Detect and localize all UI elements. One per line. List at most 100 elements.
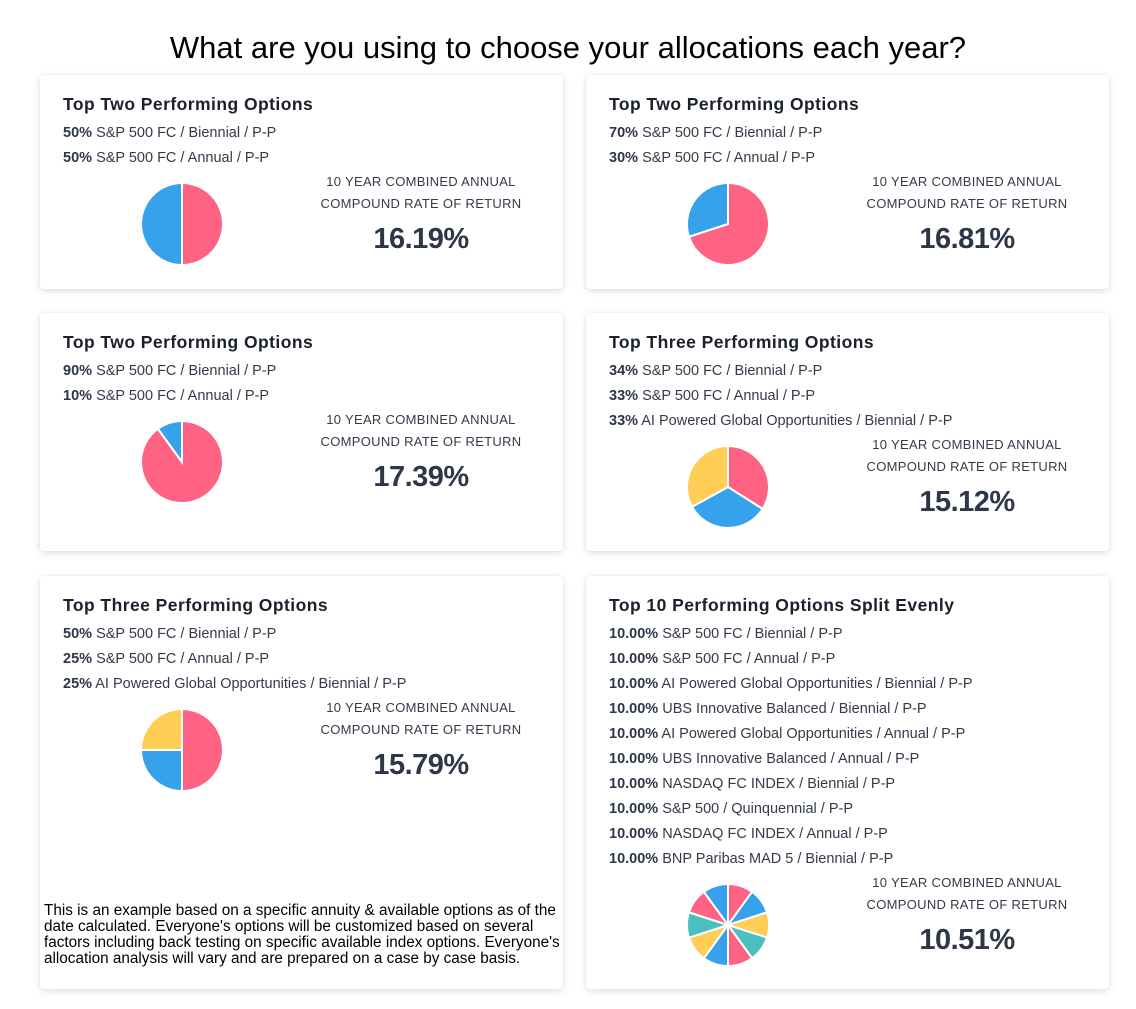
allocation-percent: 90% [63,363,93,379]
allocation-label: AI Powered Global Opportunities / Annual… [661,726,966,742]
allocation-percent: 30% [609,150,639,166]
pie-slice [686,182,729,238]
rate-label: COMPOUND RATE OF RETURN [320,722,522,737]
allocation-card: Top Two Performing Options 90% S&P 500 FC… [40,313,563,551]
allocation-percent: 50% [63,150,93,166]
allocation-percent: 10.00% [609,801,659,817]
allocation-pie-chart [140,708,224,792]
allocation-label: BNP Paribas MAD 5 / Biennial / P-P [662,851,894,867]
allocation-item: 10.00% S&P 500 / Quinquennial / P-P [609,797,1109,822]
allocation-item: 33% S&P 500 FC / Annual / P-P [609,384,1109,409]
allocation-label: S&P 500 FC / Biennial / P-P [642,363,823,379]
pie-slice [140,182,183,266]
allocation-item: 50% S&P 500 FC / Biennial / P-P [63,622,563,647]
allocation-label: S&P 500 FC / Annual / P-P [642,388,816,404]
pie-slice [702,883,729,929]
allocation-percent: 10.00% [609,626,659,642]
allocation-label: S&P 500 FC / Annual / P-P [662,651,836,667]
rate-label: 10 YEAR COMBINED ANNUAL [326,174,516,189]
allocation-label: S&P 500 FC / Annual / P-P [642,150,816,166]
allocation-item: 10.00% NASDAQ FC INDEX / Annual / P-P [609,822,1109,847]
rate-value: 17.39% [373,461,469,493]
allocation-card: Top 10 Performing Options Split Evenly 10… [586,576,1109,989]
allocation-percent: 10.00% [609,726,659,742]
allocation-item: 50% S&P 500 FC / Annual / P-P [63,146,563,171]
allocation-label: S&P 500 FC / Biennial / P-P [662,626,843,642]
allocation-label: S&P 500 FC / Biennial / P-P [96,626,277,642]
allocation-item: 10.00% S&P 500 FC / Annual / P-P [609,647,1109,672]
card-title: Top Three Performing Options [609,332,875,352]
rate-label: 10 YEAR COMBINED ANNUAL [326,700,516,715]
allocation-card: Top Three Performing Options 34% S&P 500 … [586,313,1109,551]
allocation-percent: 34% [609,363,639,379]
allocation-label: S&P 500 FC / Annual / P-P [96,150,270,166]
allocation-item: 10.00% AI Powered Global Opportunities /… [609,672,1109,697]
card-title: Top Two Performing Options [609,94,860,114]
rate-value: 16.81% [919,223,1015,255]
allocation-item: 10.00% NASDAQ FC INDEX / Biennial / P-P [609,772,1109,797]
allocation-percent: 25% [63,676,93,692]
allocation-item: 10% S&P 500 FC / Annual / P-P [63,384,563,409]
pie-slice [140,749,183,792]
allocation-card: Top Two Performing Options 50% S&P 500 FC… [40,75,563,289]
rate-of-return: 10 YEAR COMBINED ANNUAL COMPOUND RATE OF… [301,697,541,792]
card-title: Top Three Performing Options [63,595,329,615]
rate-label: COMPOUND RATE OF RETURN [866,459,1068,474]
allocation-label: AI Powered Global Opportunities / Bienni… [661,676,973,692]
pie-slice [686,445,729,509]
allocation-percent: 33% [609,413,639,429]
pie-slice [156,420,183,466]
allocation-percent: 10.00% [609,776,659,792]
allocation-percent: 50% [63,626,93,642]
allocation-percent: 10.00% [609,701,659,717]
card-title: Top Two Performing Options [63,94,314,114]
allocation-card: Top Two Performing Options 70% S&P 500 FC… [586,75,1109,289]
allocation-item: 90% S&P 500 FC / Biennial / P-P [63,359,563,384]
allocation-item: 10.00% UBS Innovative Balanced / Annual … [609,747,1109,772]
allocation-pie-chart [140,182,224,266]
allocation-label: S&P 500 FC / Annual / P-P [96,651,270,667]
disclaimer: This is an example based on a specific a… [44,902,560,967]
rate-of-return: 10 YEAR COMBINED ANNUAL COMPOUND RATE OF… [847,171,1087,266]
allocation-label: AI Powered Global Opportunities / Bienni… [95,676,407,692]
card-title: Top 10 Performing Options Split Evenly [609,595,955,615]
rate-label: COMPOUND RATE OF RETURN [866,196,1068,211]
rate-of-return: 10 YEAR COMBINED ANNUAL COMPOUND RATE OF… [847,872,1087,967]
allocation-percent: 33% [609,388,639,404]
allocation-label: NASDAQ FC INDEX / Annual / P-P [662,826,888,842]
rate-value: 15.79% [373,749,469,781]
allocation-label: UBS Innovative Balanced / Annual / P-P [662,751,920,767]
allocation-item: 10.00% UBS Innovative Balanced / Biennia… [609,697,1109,722]
allocation-item: 25% AI Powered Global Opportunities / Bi… [63,672,563,697]
allocation-pie-chart [686,445,770,529]
allocation-percent: 25% [63,651,93,667]
rate-label: COMPOUND RATE OF RETURN [320,434,522,449]
rate-label: COMPOUND RATE OF RETURN [866,897,1068,912]
allocation-pie-chart [140,420,224,504]
allocation-card: Top Three Performing Options 50% S&P 500 … [40,576,563,989]
allocation-item: 34% S&P 500 FC / Biennial / P-P [609,359,1109,384]
rate-value: 15.12% [919,486,1015,518]
pie-slice [140,708,183,751]
pie-slice [181,708,224,792]
allocation-percent: 10.00% [609,651,659,667]
allocation-item: 10.00% BNP Paribas MAD 5 / Biennial / P-… [609,847,1109,872]
allocation-percent: 50% [63,125,93,141]
allocation-item: 10.00% S&P 500 FC / Biennial / P-P [609,622,1109,647]
allocation-label: S&P 500 / Quinquennial / P-P [662,801,853,817]
allocation-percent: 70% [609,125,639,141]
allocation-item: 50% S&P 500 FC / Biennial / P-P [63,121,563,146]
rate-label: COMPOUND RATE OF RETURN [320,196,522,211]
rate-of-return: 10 YEAR COMBINED ANNUAL COMPOUND RATE OF… [301,409,541,504]
allocation-label: AI Powered Global Opportunities / Bienni… [641,413,953,429]
rate-of-return: 10 YEAR COMBINED ANNUAL COMPOUND RATE OF… [301,171,541,266]
allocation-item: 30% S&P 500 FC / Annual / P-P [609,146,1109,171]
allocation-percent: 10.00% [609,676,659,692]
allocation-item: 10.00% AI Powered Global Opportunities /… [609,722,1109,747]
allocation-label: S&P 500 FC / Biennial / P-P [96,363,277,379]
allocation-percent: 10% [63,388,93,404]
allocation-percent: 10.00% [609,851,659,867]
allocation-pie-chart [686,883,770,967]
allocation-item: 33% AI Powered Global Opportunities / Bi… [609,409,1109,434]
card-title: Top Two Performing Options [63,332,314,352]
